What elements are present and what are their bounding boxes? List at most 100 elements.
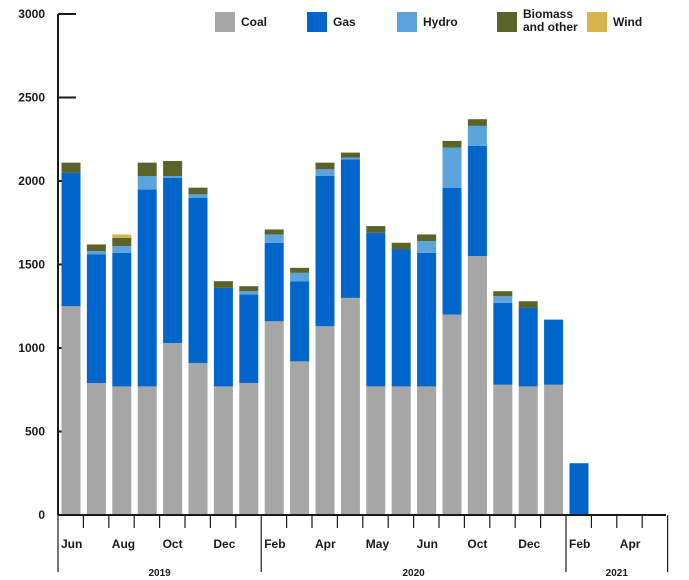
bars <box>61 119 589 515</box>
bar-coal-9 <box>290 361 310 515</box>
x-tick-label: Apr <box>620 537 641 551</box>
y-tick-label: 0 <box>38 508 45 522</box>
bar-gas-11 <box>340 159 360 298</box>
bar-hydro-2 <box>112 246 132 253</box>
bar-gas-2 <box>112 252 132 387</box>
bar-hydro-1 <box>86 251 106 255</box>
x-tick-label: Feb <box>569 537 590 551</box>
bar-hydro-9 <box>290 272 310 282</box>
bar-gas-15 <box>442 187 462 315</box>
bar-coal-7 <box>239 383 259 515</box>
bar-gas-14 <box>417 252 437 387</box>
bar-coal-13 <box>391 386 411 515</box>
bar-coal-2 <box>112 386 132 515</box>
bar-gas-20 <box>569 463 589 515</box>
year-label-2019: 2019 <box>148 568 171 579</box>
bar-coal-10 <box>315 326 335 515</box>
legend-swatch <box>497 12 517 32</box>
bar-hydro-17 <box>493 296 513 303</box>
legend-item-hydro: Hydro <box>397 12 458 32</box>
x-tick-label: May <box>366 537 390 551</box>
legend-label: Hydro <box>423 15 458 29</box>
bar-hydro-4 <box>163 175 183 178</box>
x-tick-label: Aug <box>112 537 135 551</box>
x-axis: Jun Aug Oct Dec Feb Apr May Jun Oct Dec Feb Apr 2019… <box>57 514 669 579</box>
bar-gas-3 <box>137 189 157 387</box>
legend-label: Gas <box>333 15 356 29</box>
bar-biomass-and-other-7 <box>239 286 259 292</box>
bar-hydro-8 <box>264 234 284 243</box>
y-tick-label: 1500 <box>18 258 45 272</box>
bar-biomass-and-other-1 <box>86 244 106 252</box>
bar-coal-6 <box>213 386 233 515</box>
bar-gas-9 <box>290 281 310 362</box>
bar-wind-2 <box>112 234 132 238</box>
legend-label: Coal <box>241 15 267 29</box>
year-label-2021: 2021 <box>606 568 629 579</box>
bar-coal-8 <box>264 321 284 515</box>
bar-gas-5 <box>188 197 208 364</box>
legend-swatch <box>587 12 607 32</box>
bar-coal-5 <box>188 363 208 515</box>
bar-gas-17 <box>493 302 513 385</box>
legend-label: Biomass <box>523 7 573 21</box>
y-tick-label: 2000 <box>18 174 45 188</box>
bar-hydro-15 <box>442 147 462 188</box>
bar-biomass-and-other-10 <box>315 162 335 170</box>
x-tick-label: Oct <box>467 537 487 551</box>
bar-biomass-and-other-15 <box>442 140 462 148</box>
bar-gas-19 <box>544 319 564 385</box>
bar-gas-18 <box>518 307 538 387</box>
bar-gas-16 <box>467 145 487 257</box>
bar-coal-0 <box>61 306 81 515</box>
bar-gas-10 <box>315 175 335 327</box>
y-tick-label: 3000 <box>18 7 45 21</box>
bar-coal-15 <box>442 314 462 515</box>
legend-swatch <box>397 12 417 32</box>
bar-gas-13 <box>391 249 411 387</box>
bar-biomass-and-other-0 <box>61 162 81 173</box>
x-tick-label: Oct <box>163 537 183 551</box>
bar-biomass-and-other-17 <box>493 291 513 297</box>
bar-coal-12 <box>366 386 386 515</box>
bar-hydro-10 <box>315 169 335 176</box>
legend-item-wind: Wind <box>587 12 642 32</box>
bar-hydro-5 <box>188 194 208 198</box>
bar-gas-6 <box>213 287 233 387</box>
bar-biomass-and-other-13 <box>391 242 411 250</box>
bar-gas-4 <box>163 177 183 343</box>
bar-hydro-16 <box>467 125 487 146</box>
bar-biomass-and-other-9 <box>290 267 310 273</box>
bar-biomass-and-other-8 <box>264 229 284 235</box>
year-label-2020: 2020 <box>402 568 425 579</box>
bar-gas-12 <box>366 232 386 387</box>
bar-coal-4 <box>163 342 183 515</box>
y-tick-label: 1000 <box>18 341 45 355</box>
legend-item-coal: Coal <box>215 12 267 32</box>
bar-biomass-and-other-18 <box>518 301 538 308</box>
x-tick-label: Feb <box>264 537 285 551</box>
legend-swatch <box>215 12 235 32</box>
legend-label: Wind <box>613 15 642 29</box>
x-tick-label: Apr <box>315 537 336 551</box>
bar-gas-8 <box>264 242 284 322</box>
x-tick-label: Jun <box>61 537 82 551</box>
bar-coal-16 <box>467 256 487 515</box>
bar-biomass-and-other-12 <box>366 226 386 233</box>
x-tick-label: Dec <box>213 537 235 551</box>
bar-gas-7 <box>239 294 259 384</box>
bar-biomass-and-other-6 <box>213 281 233 288</box>
bar-coal-14 <box>417 386 437 515</box>
bar-hydro-14 <box>417 241 437 253</box>
bar-biomass-and-other-14 <box>417 234 437 242</box>
y-tick-label: 2500 <box>18 91 45 105</box>
bar-hydro-7 <box>239 291 259 295</box>
bar-coal-1 <box>86 383 106 515</box>
bar-gas-0 <box>61 172 81 307</box>
bar-biomass-and-other-2 <box>112 237 132 247</box>
bar-coal-18 <box>518 386 538 515</box>
legend-label: and other <box>523 20 578 34</box>
